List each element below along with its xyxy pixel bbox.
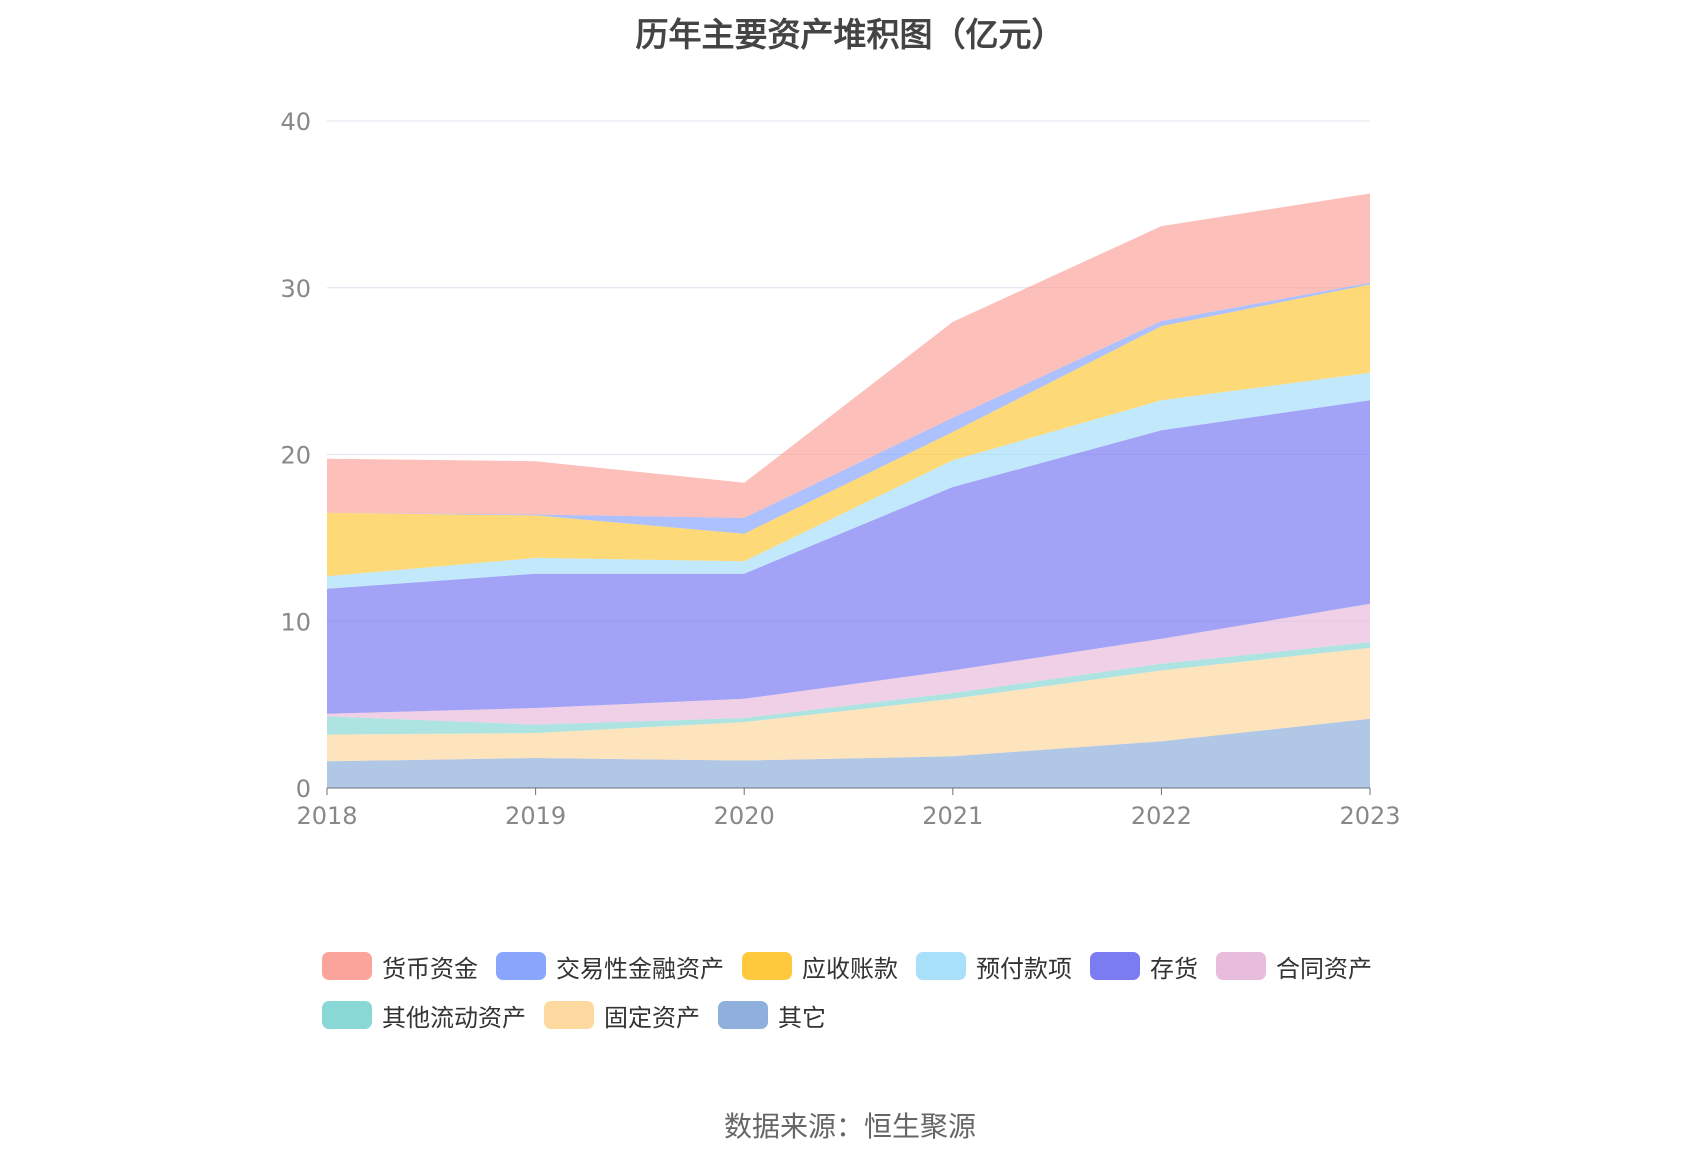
legend-item[interactable]: 应收账款	[742, 952, 898, 983]
area-series-3	[327, 603, 1370, 725]
y-tick-label: 20	[280, 442, 311, 470]
area-series-6	[327, 284, 1370, 577]
y-tick-label: 0	[296, 775, 311, 803]
source-note: 数据来源：恒生聚源	[723, 1110, 976, 1143]
area-series-8	[327, 193, 1370, 518]
legend-row: 货币资金 交易性金融资产 应收账款 预付款项 存货 合同资产	[322, 952, 1422, 983]
legend-item[interactable]: 固定资产	[544, 1001, 700, 1032]
x-tick-label: 2021	[922, 802, 983, 830]
x-tick-label: 2019	[505, 802, 566, 830]
legend: 货币资金 交易性金融资产 应收账款 预付款项 存货 合同资产 其他流动资产 固定资产 其它	[322, 952, 1422, 1050]
axes: 0 10 20 30 40 2018 2019 2020 2021 2022 2023	[280, 108, 1400, 830]
area-series-5	[327, 372, 1370, 589]
x-tick-label: 2020	[714, 802, 775, 830]
legend-label: 存货	[1150, 954, 1198, 983]
y-tick-label: 30	[280, 275, 311, 303]
legend-label: 其他流动资产	[382, 1003, 526, 1032]
legend-swatch	[742, 952, 792, 980]
legend-swatch	[544, 1001, 594, 1029]
legend-item[interactable]: 预付款项	[916, 952, 1072, 983]
stacked-area-chart: 0 10 20 30 40 2018 2019 2020 2021 2022 2023	[280, 108, 1400, 830]
legend-item[interactable]: 存货	[1090, 952, 1198, 983]
legend-label: 其它	[778, 1003, 826, 1032]
legend-label: 交易性金融资产	[556, 954, 724, 983]
legend-label: 应收账款	[802, 954, 898, 983]
x-tick-label: 2023	[1339, 802, 1400, 830]
chart-title: 历年主要资产堆积图（亿元）	[635, 15, 1065, 54]
legend-item[interactable]: 其它	[718, 1001, 826, 1032]
legend-row: 其他流动资产 固定资产 其它	[322, 1001, 1422, 1032]
area-series-2	[327, 642, 1370, 735]
legend-item[interactable]: 交易性金融资产	[496, 952, 724, 983]
legend-swatch	[496, 952, 546, 980]
legend-swatch	[322, 952, 372, 980]
area-series-1	[327, 647, 1370, 762]
legend-item[interactable]: 货币资金	[322, 952, 478, 983]
legend-label: 合同资产	[1276, 954, 1372, 983]
area-series-4	[327, 400, 1370, 714]
legend-item[interactable]: 合同资产	[1216, 952, 1372, 983]
area-series-7	[327, 282, 1370, 534]
legend-swatch	[322, 1001, 372, 1029]
legend-swatch	[1090, 952, 1140, 980]
x-tick-label: 2018	[296, 802, 357, 830]
x-tick-label: 2022	[1131, 802, 1192, 830]
legend-item[interactable]: 其他流动资产	[322, 1001, 526, 1032]
legend-label: 预付款项	[976, 954, 1072, 983]
legend-label: 固定资产	[604, 1003, 700, 1032]
legend-label: 货币资金	[382, 954, 478, 983]
area-series	[327, 193, 1370, 788]
area-series-0	[327, 718, 1370, 788]
legend-swatch	[718, 1001, 768, 1029]
legend-swatch	[916, 952, 966, 980]
y-tick-label: 40	[280, 108, 311, 136]
legend-swatch	[1216, 952, 1266, 980]
y-tick-label: 10	[280, 608, 311, 636]
